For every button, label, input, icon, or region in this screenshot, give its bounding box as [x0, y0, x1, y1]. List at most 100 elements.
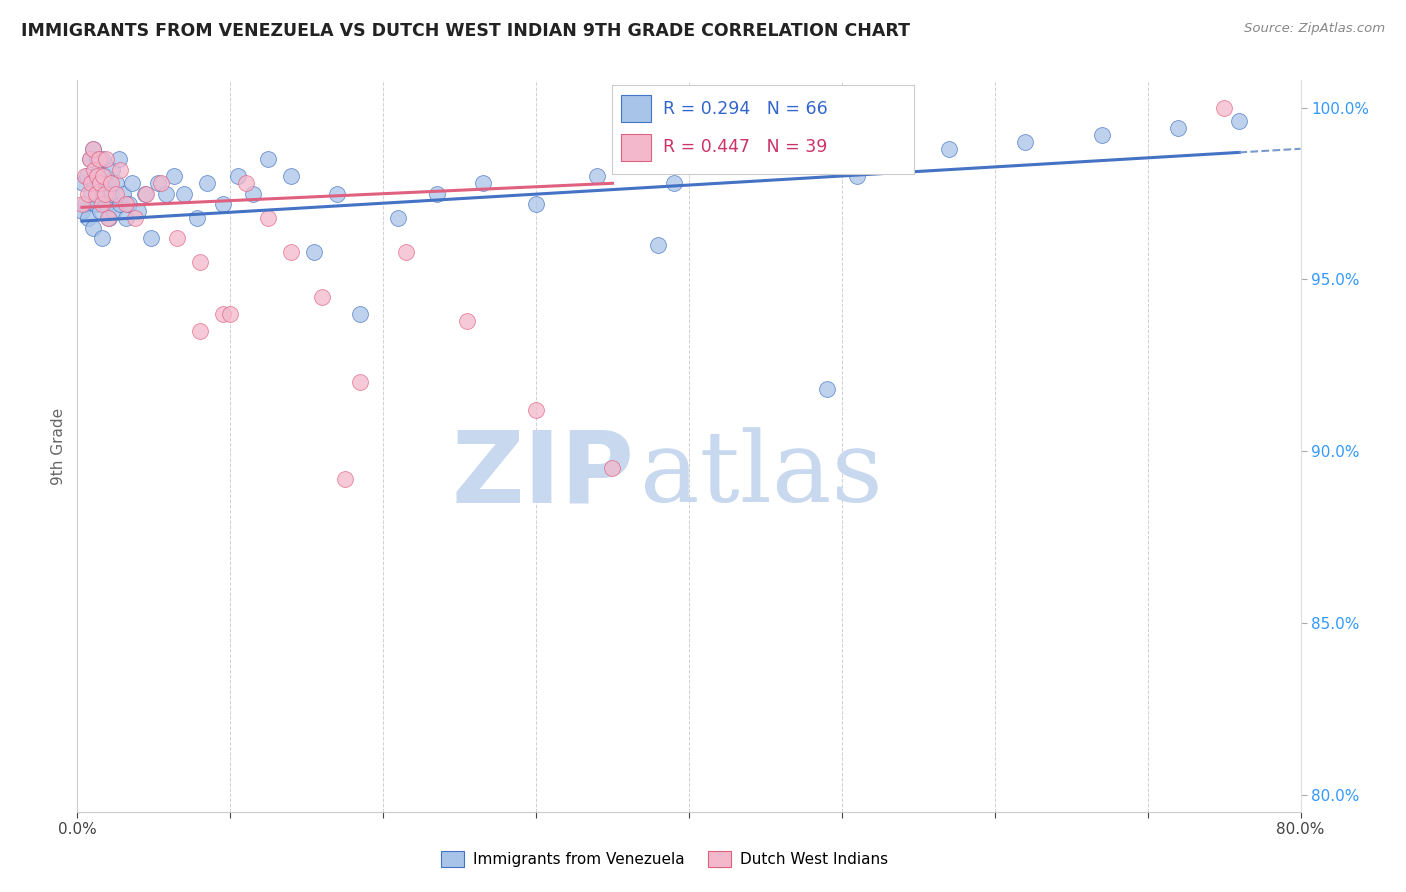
Point	[83, 162, 105, 177]
Point	[349, 307, 371, 321]
Point	[115, 211, 138, 225]
Point	[1091, 128, 1114, 143]
Point	[186, 211, 208, 225]
Point	[86, 169, 108, 184]
Text: atlas: atlas	[640, 427, 883, 523]
Point	[1014, 135, 1036, 149]
Bar	[620, 95, 651, 122]
Point	[73, 169, 96, 184]
Point	[211, 307, 233, 321]
Point	[118, 197, 141, 211]
Point	[89, 203, 111, 218]
Point	[104, 176, 127, 190]
Text: IMMIGRANTS FROM VENEZUELA VS DUTCH WEST INDIAN 9TH GRADE CORRELATION CHART: IMMIGRANTS FROM VENEZUELA VS DUTCH WEST …	[21, 22, 910, 40]
Point	[257, 211, 280, 225]
Point	[524, 403, 547, 417]
Point	[76, 169, 98, 184]
Point	[100, 176, 122, 190]
Point	[91, 186, 114, 201]
Point	[73, 197, 96, 211]
Point	[387, 211, 409, 225]
Point	[471, 176, 494, 190]
Point	[134, 186, 156, 201]
Point	[107, 153, 129, 167]
Point	[100, 186, 122, 201]
Point	[90, 231, 112, 245]
Point	[82, 142, 104, 156]
Point	[280, 244, 302, 259]
Point	[82, 142, 104, 156]
Point	[280, 169, 302, 184]
Point	[602, 461, 624, 475]
Bar	[620, 134, 651, 161]
Text: R = 0.447   N = 39: R = 0.447 N = 39	[664, 138, 827, 156]
Point	[155, 186, 177, 201]
Point	[938, 142, 960, 156]
Point	[87, 162, 110, 177]
Point	[91, 169, 114, 184]
Point	[150, 176, 173, 190]
Point	[94, 169, 117, 184]
Text: ZIP: ZIP	[451, 426, 634, 524]
Point	[79, 153, 101, 167]
Point	[87, 153, 110, 167]
Point	[98, 211, 121, 225]
Legend: Immigrants from Venezuela, Dutch West Indians: Immigrants from Venezuela, Dutch West In…	[434, 846, 894, 873]
Point	[108, 197, 131, 211]
Point	[70, 203, 93, 218]
Point	[79, 153, 101, 167]
Point	[148, 176, 170, 190]
Point	[97, 211, 120, 225]
Point	[219, 307, 242, 321]
Point	[456, 313, 478, 327]
Point	[1213, 101, 1236, 115]
Point	[1167, 121, 1189, 136]
Text: Source: ZipAtlas.com: Source: ZipAtlas.com	[1244, 22, 1385, 36]
Point	[101, 162, 124, 177]
Point	[257, 153, 280, 167]
Point	[80, 186, 103, 201]
Point	[89, 176, 111, 190]
Point	[188, 255, 211, 269]
Point	[86, 186, 108, 201]
Point	[524, 197, 547, 211]
Y-axis label: 9th Grade: 9th Grade	[51, 408, 66, 484]
Point	[188, 324, 211, 338]
Point	[586, 169, 609, 184]
Point	[815, 382, 838, 396]
Point	[124, 211, 146, 225]
Point	[128, 203, 150, 218]
Point	[311, 290, 333, 304]
Point	[82, 221, 104, 235]
Point	[326, 186, 349, 201]
Point	[163, 169, 186, 184]
Point	[104, 186, 127, 201]
Point	[166, 231, 188, 245]
Point	[84, 169, 107, 184]
Point	[72, 176, 94, 190]
Point	[70, 197, 93, 211]
Point	[333, 472, 356, 486]
Point	[195, 176, 218, 190]
Point	[83, 176, 105, 190]
Point	[747, 153, 769, 167]
Point	[139, 231, 162, 245]
Point	[94, 186, 117, 201]
Point	[647, 238, 669, 252]
Point	[96, 153, 118, 167]
Point	[84, 197, 107, 211]
Point	[235, 176, 257, 190]
Point	[349, 376, 371, 390]
Point	[304, 244, 326, 259]
Point	[426, 186, 449, 201]
Point	[80, 176, 103, 190]
Point	[395, 244, 418, 259]
Point	[90, 197, 112, 211]
Point	[135, 186, 157, 201]
Point	[96, 197, 118, 211]
Point	[1229, 114, 1251, 128]
Point	[89, 176, 111, 190]
Text: R = 0.294   N = 66: R = 0.294 N = 66	[664, 100, 828, 118]
Point	[115, 197, 138, 211]
Point	[846, 169, 869, 184]
